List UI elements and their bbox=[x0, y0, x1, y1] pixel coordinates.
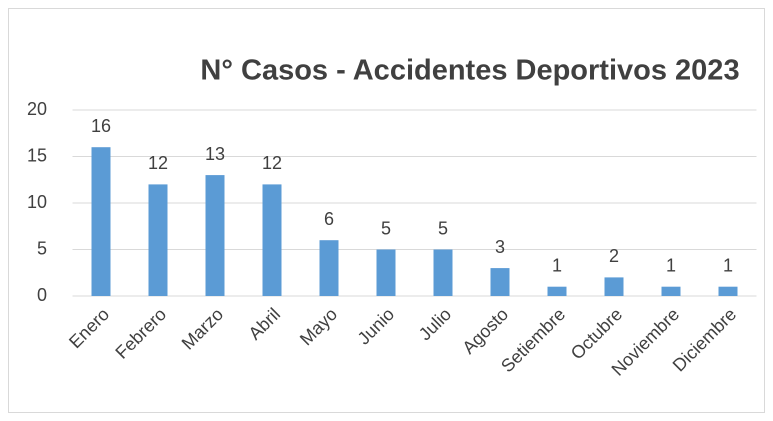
chart-border bbox=[8, 8, 765, 413]
data-label: 2 bbox=[609, 246, 619, 266]
bar bbox=[604, 277, 624, 296]
data-label: 1 bbox=[666, 255, 676, 275]
bar bbox=[718, 286, 738, 296]
data-label: 6 bbox=[324, 209, 334, 229]
y-tick-label: 20 bbox=[27, 99, 47, 119]
chart-title: N° Casos - Accidentes Deportivos 2023 bbox=[200, 55, 739, 87]
data-label: 5 bbox=[381, 218, 391, 238]
data-label: 3 bbox=[495, 237, 505, 257]
data-label: 5 bbox=[438, 218, 448, 238]
y-tick-label: 15 bbox=[27, 145, 47, 165]
data-label: 12 bbox=[148, 153, 168, 173]
bar bbox=[376, 249, 396, 296]
bar bbox=[319, 240, 339, 296]
data-label: 1 bbox=[552, 255, 562, 275]
bar bbox=[547, 286, 567, 296]
bar bbox=[91, 147, 111, 296]
bar bbox=[262, 184, 282, 296]
data-label: 12 bbox=[262, 153, 282, 173]
y-tick-label: 5 bbox=[37, 238, 47, 258]
y-tick-label: 0 bbox=[37, 285, 47, 305]
bar bbox=[148, 184, 168, 296]
data-label: 16 bbox=[91, 116, 111, 136]
bar bbox=[661, 286, 681, 296]
bar bbox=[205, 175, 225, 296]
bar bbox=[433, 249, 453, 296]
bar bbox=[490, 268, 510, 296]
data-label: 13 bbox=[205, 144, 225, 164]
data-label: 1 bbox=[723, 255, 733, 275]
y-tick-label: 10 bbox=[27, 192, 47, 212]
